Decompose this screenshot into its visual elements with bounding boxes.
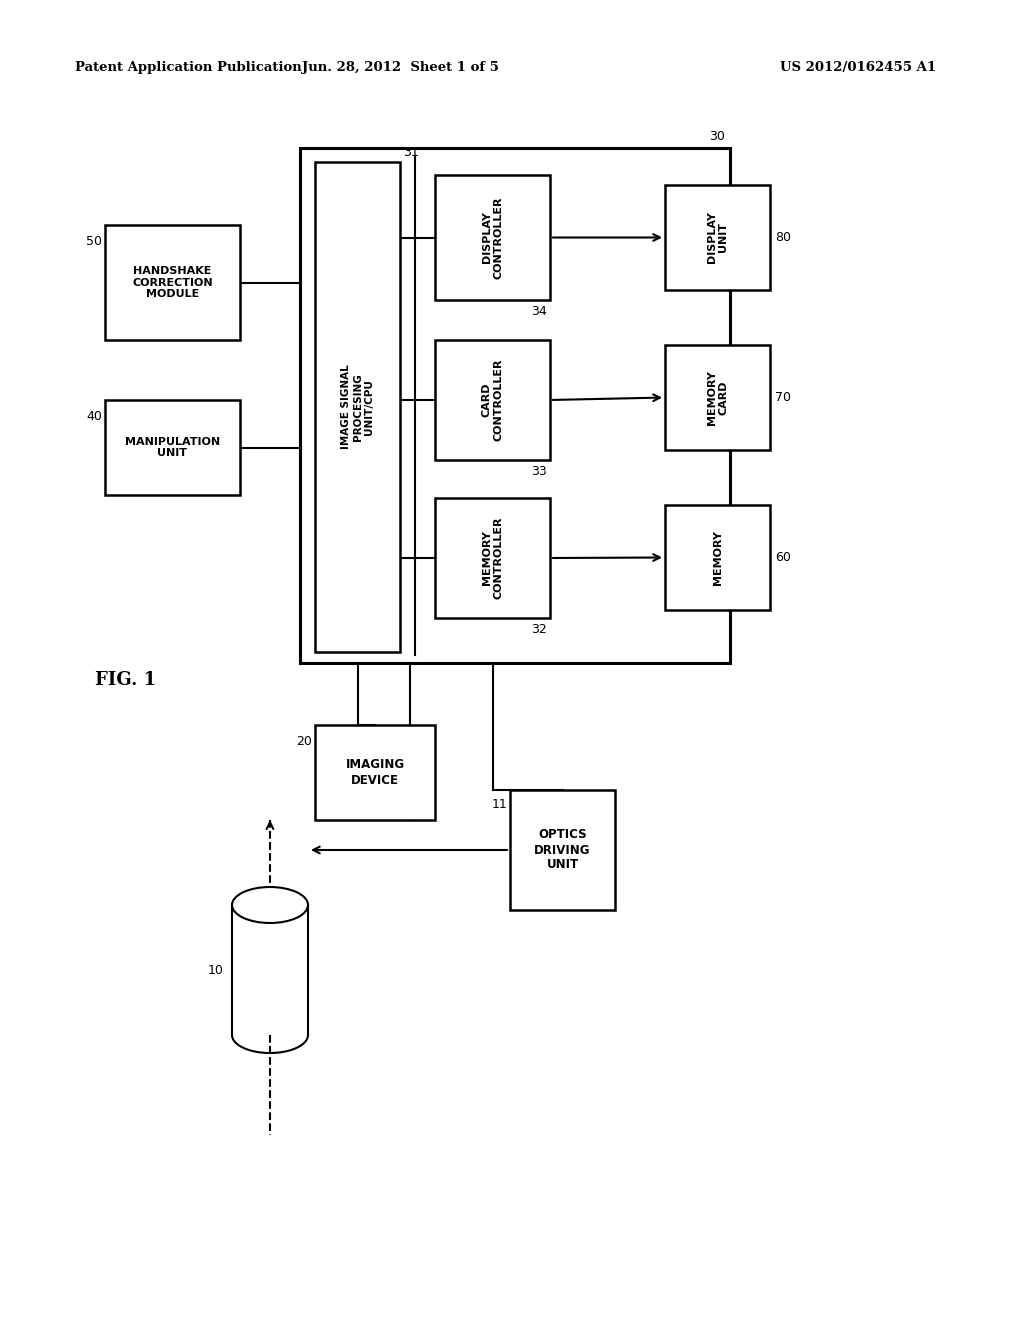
- Text: IMAGING
DEVICE: IMAGING DEVICE: [345, 759, 404, 787]
- Ellipse shape: [232, 887, 308, 923]
- Text: 20: 20: [296, 735, 312, 748]
- Text: Jun. 28, 2012  Sheet 1 of 5: Jun. 28, 2012 Sheet 1 of 5: [301, 62, 499, 74]
- Text: 30: 30: [710, 129, 725, 143]
- Bar: [315, 725, 435, 820]
- Text: US 2012/0162455 A1: US 2012/0162455 A1: [780, 62, 936, 74]
- Bar: [315, 162, 400, 652]
- Bar: [435, 341, 550, 459]
- Bar: [105, 400, 240, 495]
- Text: 50: 50: [86, 235, 102, 248]
- Text: DISPLAY
UNIT: DISPLAY UNIT: [707, 211, 728, 264]
- Bar: [665, 506, 770, 610]
- Text: 31: 31: [403, 147, 419, 158]
- Text: FIG. 1: FIG. 1: [95, 671, 156, 689]
- Text: 70: 70: [775, 391, 791, 404]
- Bar: [510, 789, 615, 909]
- Bar: [300, 148, 730, 663]
- Text: IMAGE SIGNAL
PROCESING
UNIT/CPU: IMAGE SIGNAL PROCESING UNIT/CPU: [341, 364, 374, 449]
- Text: MEMORY
CONTROLLER: MEMORY CONTROLLER: [481, 516, 504, 599]
- Text: MEMORY
CARD: MEMORY CARD: [707, 370, 728, 425]
- Text: HANDSHAKE
CORRECTION
MODULE: HANDSHAKE CORRECTION MODULE: [132, 265, 213, 300]
- Text: Patent Application Publication: Patent Application Publication: [75, 62, 302, 74]
- Text: MANIPULATION
UNIT: MANIPULATION UNIT: [125, 437, 220, 458]
- Text: 10: 10: [208, 964, 224, 977]
- Text: 34: 34: [531, 305, 547, 318]
- Bar: [105, 224, 240, 341]
- Bar: [435, 498, 550, 618]
- Text: 40: 40: [86, 411, 102, 422]
- Text: OPTICS
DRIVING
UNIT: OPTICS DRIVING UNIT: [535, 829, 591, 871]
- Text: 80: 80: [775, 231, 791, 244]
- Bar: [435, 176, 550, 300]
- Text: 32: 32: [531, 623, 547, 636]
- Bar: [665, 345, 770, 450]
- Text: 33: 33: [531, 465, 547, 478]
- Text: DISPLAY
CONTROLLER: DISPLAY CONTROLLER: [481, 197, 504, 279]
- Text: MEMORY: MEMORY: [713, 531, 723, 585]
- Text: 60: 60: [775, 550, 791, 564]
- Bar: [665, 185, 770, 290]
- Text: 11: 11: [492, 799, 507, 810]
- Text: CARD
CONTROLLER: CARD CONTROLLER: [481, 359, 504, 441]
